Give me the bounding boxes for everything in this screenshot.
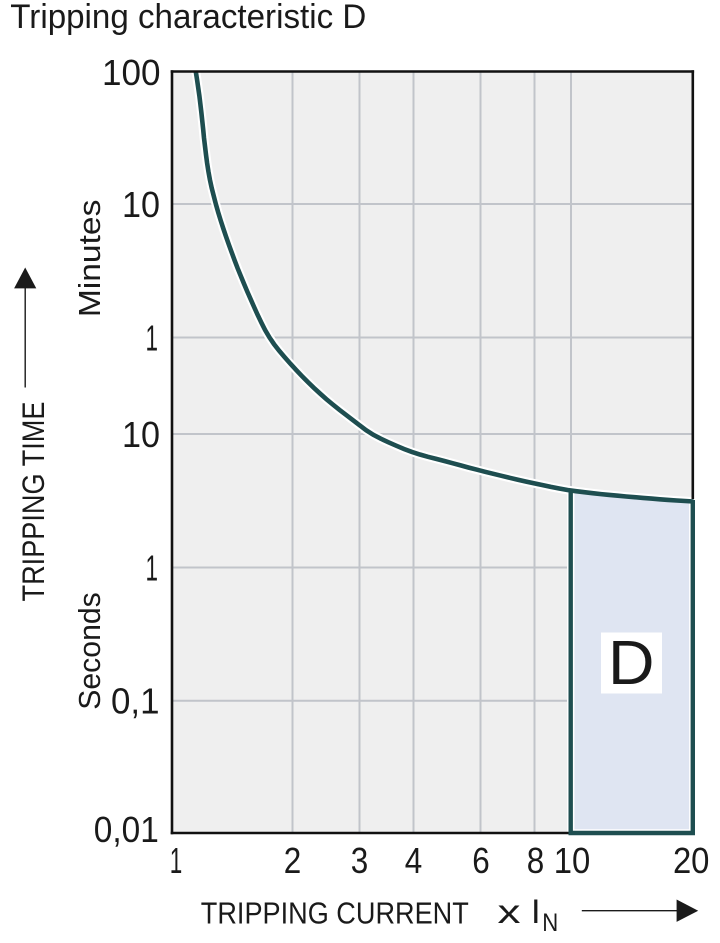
svg-text:4: 4 [405, 840, 423, 881]
svg-text:TRIPPING TIME: TRIPPING TIME [15, 402, 51, 602]
svg-text:10: 10 [122, 184, 160, 225]
svg-text:20: 20 [673, 840, 710, 881]
svg-text:3: 3 [351, 840, 369, 881]
svg-text:TRIPPING CURRENT: TRIPPING CURRENT [201, 896, 469, 931]
svg-text:2: 2 [284, 840, 302, 881]
svg-text:1: 1 [170, 840, 183, 881]
svg-text:Seconds: Seconds [72, 592, 107, 710]
svg-text:10: 10 [122, 414, 160, 455]
svg-text:1: 1 [146, 547, 159, 588]
svg-text:100: 100 [102, 52, 161, 93]
svg-text:0,01: 0,01 [94, 809, 159, 850]
svg-text:Minutes: Minutes [72, 200, 107, 318]
svg-text:0,1: 0,1 [111, 681, 160, 722]
svg-text:1: 1 [146, 317, 159, 358]
svg-text:N: N [542, 909, 558, 937]
svg-text:x: x [498, 894, 521, 931]
svg-text:I: I [531, 893, 541, 931]
svg-text:D: D [608, 629, 655, 698]
svg-text:10: 10 [554, 840, 591, 881]
svg-text:Tripping characteristic D: Tripping characteristic D [10, 0, 366, 36]
svg-text:8: 8 [527, 840, 545, 881]
svg-text:6: 6 [472, 840, 490, 881]
